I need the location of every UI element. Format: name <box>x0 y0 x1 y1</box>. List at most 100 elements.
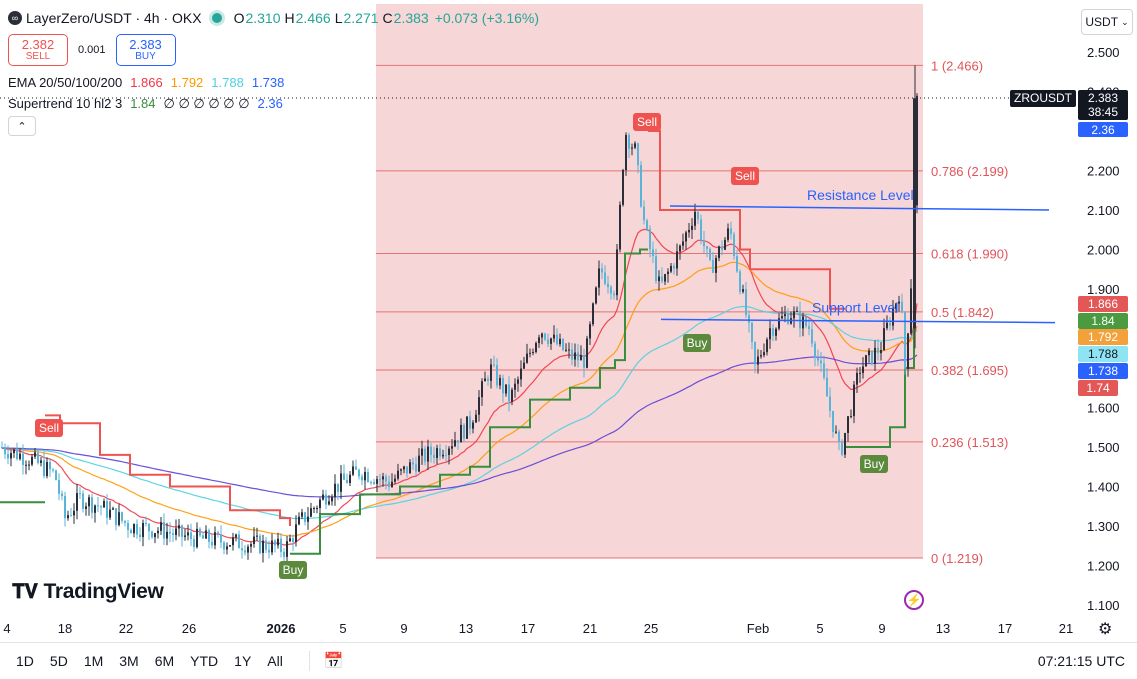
candle-body <box>667 271 669 275</box>
sell-signal-box <box>35 419 63 437</box>
candle-body <box>406 466 408 474</box>
candle-body <box>640 165 642 207</box>
high-value: 2.466 <box>295 10 331 26</box>
trendline-drawings[interactable]: Resistance Level Support Level <box>660 187 1056 324</box>
sell-button[interactable]: 2.382 SELL <box>8 34 68 66</box>
ema-legend[interactable]: EMA 20/50/100/200 1.866 1.792 1.788 1.73… <box>8 72 539 93</box>
candle-body <box>814 343 816 358</box>
open-label: O <box>233 10 245 26</box>
candle-body <box>451 446 453 449</box>
range-6m[interactable]: 6M <box>154 653 175 669</box>
candle-body <box>721 246 723 250</box>
candle-body <box>64 496 66 519</box>
buy-signal-box <box>860 455 888 473</box>
candle-body <box>883 328 885 351</box>
candle-body <box>232 537 234 546</box>
candle-body <box>178 525 180 529</box>
utc-clock[interactable]: 07:21:15 UTC <box>1037 653 1125 669</box>
candle-body <box>673 265 675 269</box>
chart-legend: ∞ LayerZero/USDT · 4h · OKX O 2.310 H 2.46… <box>8 8 539 136</box>
candle-body <box>421 448 423 456</box>
candle-body <box>577 352 579 361</box>
candle-body <box>91 497 93 513</box>
candle-body <box>748 315 750 323</box>
candle-body <box>529 352 531 354</box>
candle-body <box>208 530 210 542</box>
candle-body <box>460 424 462 443</box>
candle-body <box>685 232 687 242</box>
candle-body <box>205 530 207 539</box>
range-1d[interactable]: 1D <box>16 653 34 669</box>
candle-body <box>259 535 261 553</box>
currency-selector[interactable]: USDT ⌄ <box>1081 9 1133 35</box>
candle-body <box>193 539 195 548</box>
candle-body <box>553 334 555 339</box>
candle-body <box>556 334 558 345</box>
candle-body <box>277 538 279 546</box>
time-axis[interactable]: 4 18 22 26 2026 5 9 13 17 21 25 Feb 5 9 13 17 21 <box>3 621 1073 636</box>
candle-body <box>163 522 165 539</box>
fib-label: 0.618 (1.990) <box>931 246 1008 261</box>
price-tick-label: 2.000 <box>1087 243 1120 258</box>
candle-body <box>253 536 255 545</box>
time-tick-label: 17 <box>521 621 535 636</box>
range-all[interactable]: All <box>267 653 283 669</box>
candle-body <box>442 454 444 457</box>
time-tick-label: 18 <box>58 621 72 636</box>
candle-body <box>850 416 852 418</box>
candle-body <box>127 522 129 531</box>
ema-50-line <box>1 261 918 537</box>
supertrend-up-tag: 2.36 <box>1091 123 1115 137</box>
candle-body <box>292 538 294 543</box>
buy-button[interactable]: 2.383 BUY <box>115 34 176 66</box>
supertrend-legend[interactable]: Supertrend 10 hl2 3 1.84 ∅ ∅ ∅ ∅ ∅ ∅ 2.3… <box>8 93 539 114</box>
sell-price: 2.382 <box>21 37 55 52</box>
symbol-title[interactable]: LayerZero/USDT · 4h · OKX <box>26 10 202 26</box>
candle-body <box>523 362 525 369</box>
bottom-toolbar: 1D 5D 1M 3M 6M YTD 1Y All 📅 07:21:15 UTC <box>0 642 1137 679</box>
candle-body <box>457 440 459 443</box>
fibonacci-retracement[interactable]: 1 (2.466) 0.786 (2.199) 0.618 (1.990) 0.5 (… <box>376 4 1008 566</box>
candle-body <box>196 528 198 548</box>
ema100-tag: 1.788 <box>1088 347 1118 361</box>
candle-body <box>538 337 540 344</box>
candle-body <box>616 249 618 296</box>
candle-body <box>97 505 99 507</box>
time-tick-label: 13 <box>459 621 473 636</box>
fib-label: 0.5 (1.842) <box>931 305 994 320</box>
candle-body <box>802 316 804 329</box>
candle-body <box>361 476 363 481</box>
range-5d[interactable]: 5D <box>49 653 68 669</box>
candle-body <box>76 493 78 511</box>
candle-body <box>148 523 150 532</box>
close-value: 2.383 <box>393 10 429 26</box>
time-tick-label: 13 <box>936 621 950 636</box>
candle-body <box>916 95 918 206</box>
price-tick-label: 2.200 <box>1087 164 1120 179</box>
candle-body <box>337 483 339 492</box>
close-label: C <box>382 10 393 26</box>
candle-body <box>160 522 162 531</box>
tradingview-logo[interactable]: 𝐓𝐕 TradingView <box>12 580 164 604</box>
calendar-icon[interactable]: 📅 <box>308 651 344 671</box>
candle-body <box>115 508 117 526</box>
fib-label: 0.382 (1.695) <box>931 363 1008 378</box>
gear-icon[interactable]: ⚙ <box>1098 621 1113 638</box>
range-1m[interactable]: 1M <box>83 653 104 669</box>
range-ytd[interactable]: YTD <box>190 653 219 669</box>
low-label: L <box>334 10 343 26</box>
range-1y[interactable]: 1Y <box>234 653 252 669</box>
candle-body <box>505 384 507 394</box>
buy-signal-label: Buy <box>864 457 885 471</box>
candle-body <box>364 472 366 481</box>
range-3m[interactable]: 3M <box>119 653 139 669</box>
candle-body <box>238 534 240 549</box>
lightning-icon[interactable]: ⚡ <box>904 590 924 610</box>
candle-body <box>739 271 741 292</box>
collapse-legend-button[interactable]: ⌃ <box>8 116 36 136</box>
candle-body <box>481 381 483 398</box>
brand-label: TradingView <box>43 580 164 603</box>
ema-lines <box>1 228 918 546</box>
candle-body <box>430 446 432 455</box>
